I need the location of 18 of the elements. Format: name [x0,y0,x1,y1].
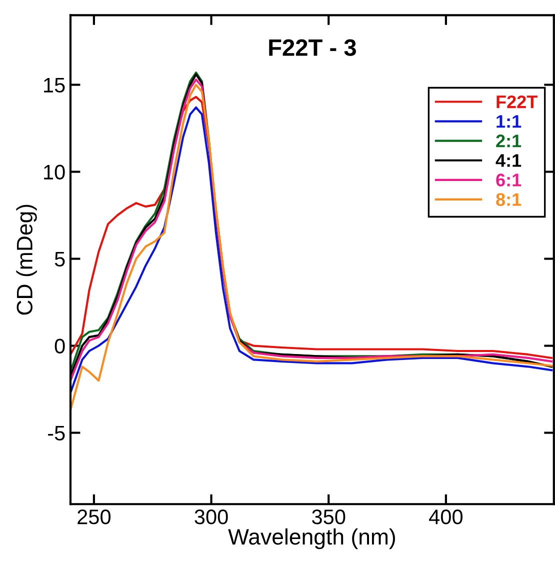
legend-label: 8:1 [496,193,522,206]
legend-label: 6:1 [496,174,522,186]
legend-label: 1:1 [496,115,522,128]
y-tick-label: -5 [48,426,65,441]
y-tick-label: 10 [44,164,65,180]
x-axis-title: Wavelength (nm) [228,528,395,550]
y-tick-label: 0 [54,338,65,354]
text: F22T - 3 [269,39,356,56]
x-tick-label: 300 [194,510,228,524]
x-tick-label: 400 [429,510,463,524]
legend-label: F22T [496,95,538,108]
y-tick-label: 15 [44,78,65,93]
x-tick-label: 350 [312,510,346,524]
x-tick-label: 250 [78,510,111,524]
y-tick-label: 5 [54,252,65,267]
y-axis-title: CD (mDeg) [16,204,37,315]
legend-label: 4:1 [496,154,522,167]
legend-label: 2:1 [496,134,522,148]
